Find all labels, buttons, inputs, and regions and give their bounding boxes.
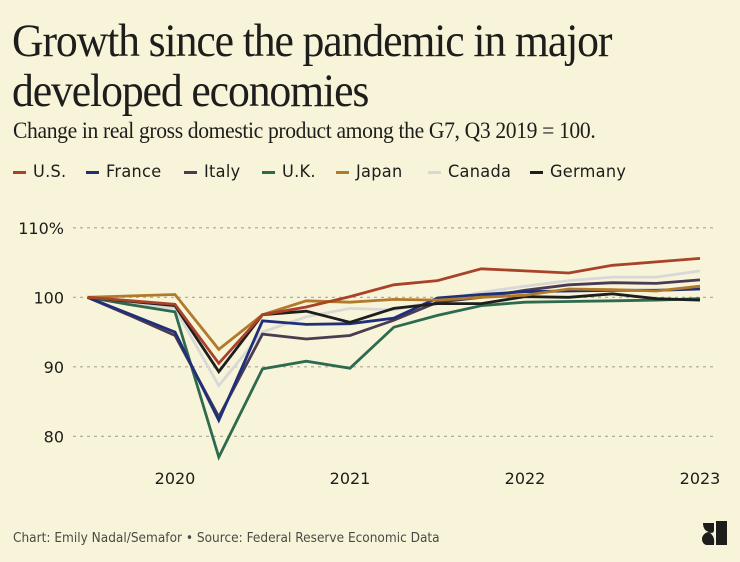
x-tick-label: 2021 [330, 469, 371, 488]
x-axis-ticks: 2020 2021 2022 2023 [155, 469, 721, 488]
y-tick-label: 90 [44, 358, 64, 377]
legend-label-japan: Japan [356, 162, 403, 182]
gridlines [73, 227, 713, 437]
legend-label-canada: Canada [448, 162, 512, 182]
chart-title: Growth since the pandemic in major devel… [12, 15, 612, 117]
legend-swatch-us [13, 170, 26, 174]
legend-label-us: U.S. [33, 162, 67, 182]
legend-item-italy: Italy [184, 160, 242, 184]
series-line-us [87, 257, 701, 366]
legend-item-france: France [86, 160, 164, 184]
legend-swatch-germany [530, 170, 543, 174]
legend-item-us: U.S. [13, 160, 68, 184]
legend-label-uk: U.K. [282, 162, 316, 182]
x-tick-label: 2022 [505, 469, 546, 488]
legend-label-france: France [106, 162, 162, 182]
legend-label-italy: Italy [204, 162, 241, 182]
legend-swatch-italy [184, 170, 197, 174]
legend-label-germany: Germany [550, 162, 627, 182]
legend-swatch-canada [428, 170, 441, 174]
legend-swatch-uk [262, 170, 275, 174]
chart-subtitle: Change in real gross domestic product am… [13, 118, 596, 144]
y-tick-label: 80 [44, 427, 64, 446]
y-tick-label: 100 [33, 288, 64, 307]
line-chart: 110% 100 90 80 2020 2021 2022 2023 [18, 219, 721, 488]
x-tick-label: 2020 [155, 469, 196, 488]
legend-item-uk: U.K. [262, 160, 318, 184]
series-line-japan [87, 284, 701, 352]
series-line-germany [87, 292, 701, 375]
legend-swatch-france [86, 170, 99, 174]
legend-swatch-japan [336, 170, 349, 174]
x-tick-label: 2023 [680, 469, 721, 488]
y-tick-label: 110% [18, 219, 64, 238]
y-axis-ticks: 110% 100 90 80 [18, 219, 64, 446]
series-lines [86, 257, 701, 461]
semafor-logo-icon [702, 521, 727, 545]
legend-item-canada: Canada [428, 160, 515, 184]
legend-item-germany: Germany [530, 160, 630, 184]
legend-item-japan: Japan [336, 160, 405, 184]
source-credit: Chart: Emily Nadal/Semafor • Source: Fed… [13, 530, 440, 546]
